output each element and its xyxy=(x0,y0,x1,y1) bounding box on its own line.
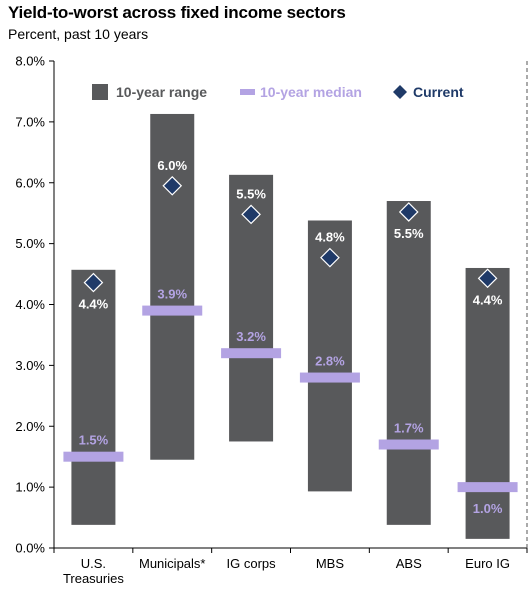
range-bar xyxy=(386,201,431,525)
x-tick-label: IG corps xyxy=(227,556,277,571)
median-data-label: 3.9% xyxy=(157,287,187,302)
current-marker xyxy=(162,175,183,196)
y-tick-label: 0.0% xyxy=(15,541,45,556)
current-marker xyxy=(477,268,498,289)
current-data-label: 4.8% xyxy=(315,230,345,245)
median-data-label: 1.5% xyxy=(79,433,109,448)
range-bar xyxy=(71,269,116,525)
legend-swatch-median xyxy=(240,89,255,95)
current-data-label: 6.0% xyxy=(157,158,187,173)
current-marker xyxy=(83,272,104,293)
median-marker xyxy=(457,482,518,493)
x-tick-label: Euro IG xyxy=(465,556,510,571)
current-marker xyxy=(241,204,261,225)
y-tick-label: 8.0% xyxy=(15,54,45,69)
legend-swatch-range xyxy=(92,84,108,100)
median-marker xyxy=(299,372,360,383)
x-tick-label: ABS xyxy=(396,556,422,571)
y-tick-label: 6.0% xyxy=(15,175,45,190)
y-tick-label: 4.0% xyxy=(15,297,45,312)
y-tick-label: 1.0% xyxy=(15,480,45,495)
current-data-label: 5.5% xyxy=(394,226,424,241)
median-marker xyxy=(221,348,282,359)
x-tick-label: Treasuries xyxy=(63,571,124,586)
current-data-label: 4.4% xyxy=(473,292,503,307)
range-bar xyxy=(150,113,195,460)
x-tick-label: U.S. xyxy=(81,556,106,571)
legend-label-range: 10-year range xyxy=(116,84,207,100)
y-tick-label: 5.0% xyxy=(15,236,45,251)
legend-swatch-current xyxy=(393,85,407,99)
median-marker xyxy=(378,439,439,450)
median-data-label: 1.7% xyxy=(394,421,424,436)
median-data-label: 2.8% xyxy=(315,354,345,369)
median-marker xyxy=(142,305,203,316)
y-tick-label: 2.0% xyxy=(15,419,45,434)
current-marker xyxy=(320,247,340,268)
current-data-label: 4.4% xyxy=(79,297,109,312)
y-tick-label: 7.0% xyxy=(15,114,45,129)
range-bar xyxy=(465,267,510,539)
median-marker xyxy=(63,451,124,462)
current-marker xyxy=(398,202,419,222)
chart-subtitle: Percent, past 10 years xyxy=(8,26,149,42)
y-tick-label: 3.0% xyxy=(15,358,45,373)
current-data-label: 5.5% xyxy=(236,186,266,201)
legend-label-median: 10-year median xyxy=(260,84,362,100)
legend-label-current: Current xyxy=(413,84,464,100)
chart-title: Yield-to-worst across fixed income secto… xyxy=(8,3,346,22)
median-data-label: 1.0% xyxy=(473,501,503,516)
x-tick-label: Municipals* xyxy=(139,556,205,571)
median-data-label: 3.2% xyxy=(236,329,266,344)
x-tick-label: MBS xyxy=(316,556,345,571)
